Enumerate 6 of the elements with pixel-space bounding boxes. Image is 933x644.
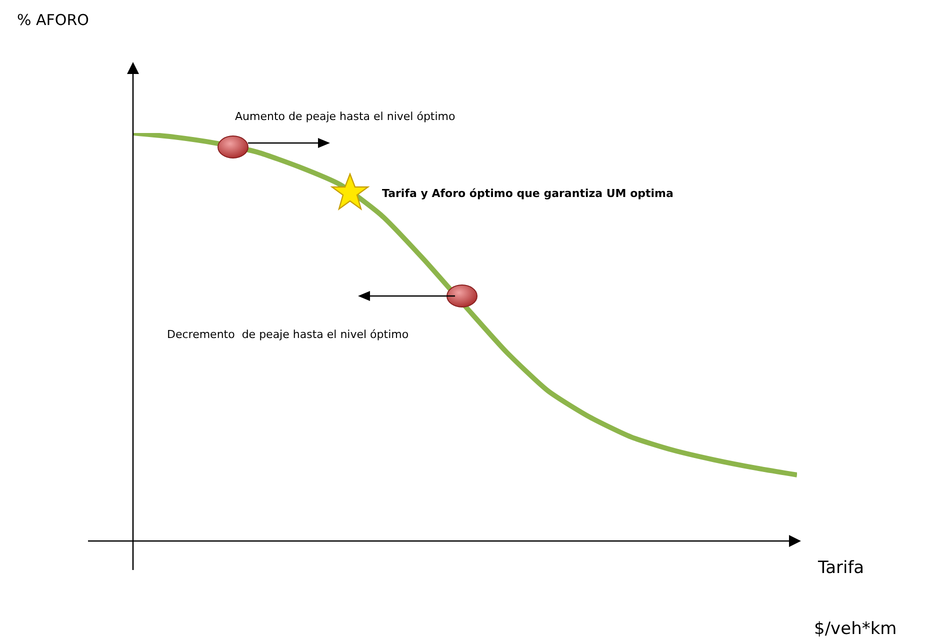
text: $/veh*km bbox=[814, 619, 897, 639]
text: % AFORO bbox=[17, 11, 89, 29]
x-axis-title: Tarifa bbox=[817, 558, 864, 578]
annotation: Tarifa y Aforo óptimo que garantiza UM optima bbox=[382, 187, 674, 200]
text: Aumento de peaje hasta el nivel óptimo bbox=[235, 110, 456, 123]
annotation: Decremento de peaje hasta el nivel óptimo bbox=[167, 328, 409, 341]
